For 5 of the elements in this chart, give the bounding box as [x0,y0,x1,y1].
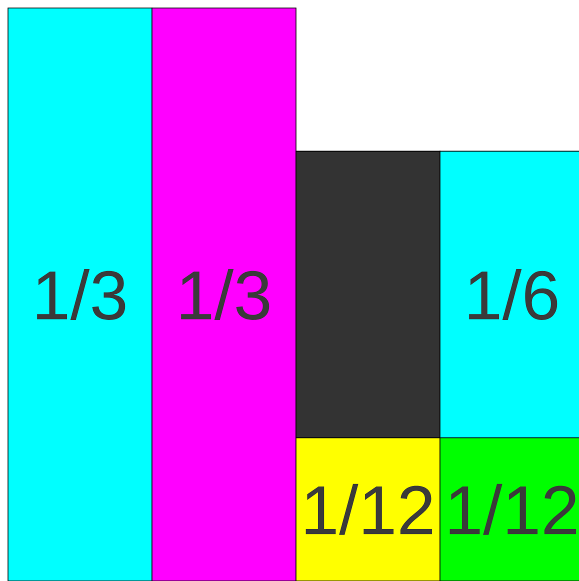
data-label: 1/3 [37,269,126,320]
data-label: 1/12 [450,484,576,535]
data-label: 1/3 [181,269,270,320]
data-label: 1/6 [469,269,558,320]
data-label: 1/12 [306,484,432,535]
